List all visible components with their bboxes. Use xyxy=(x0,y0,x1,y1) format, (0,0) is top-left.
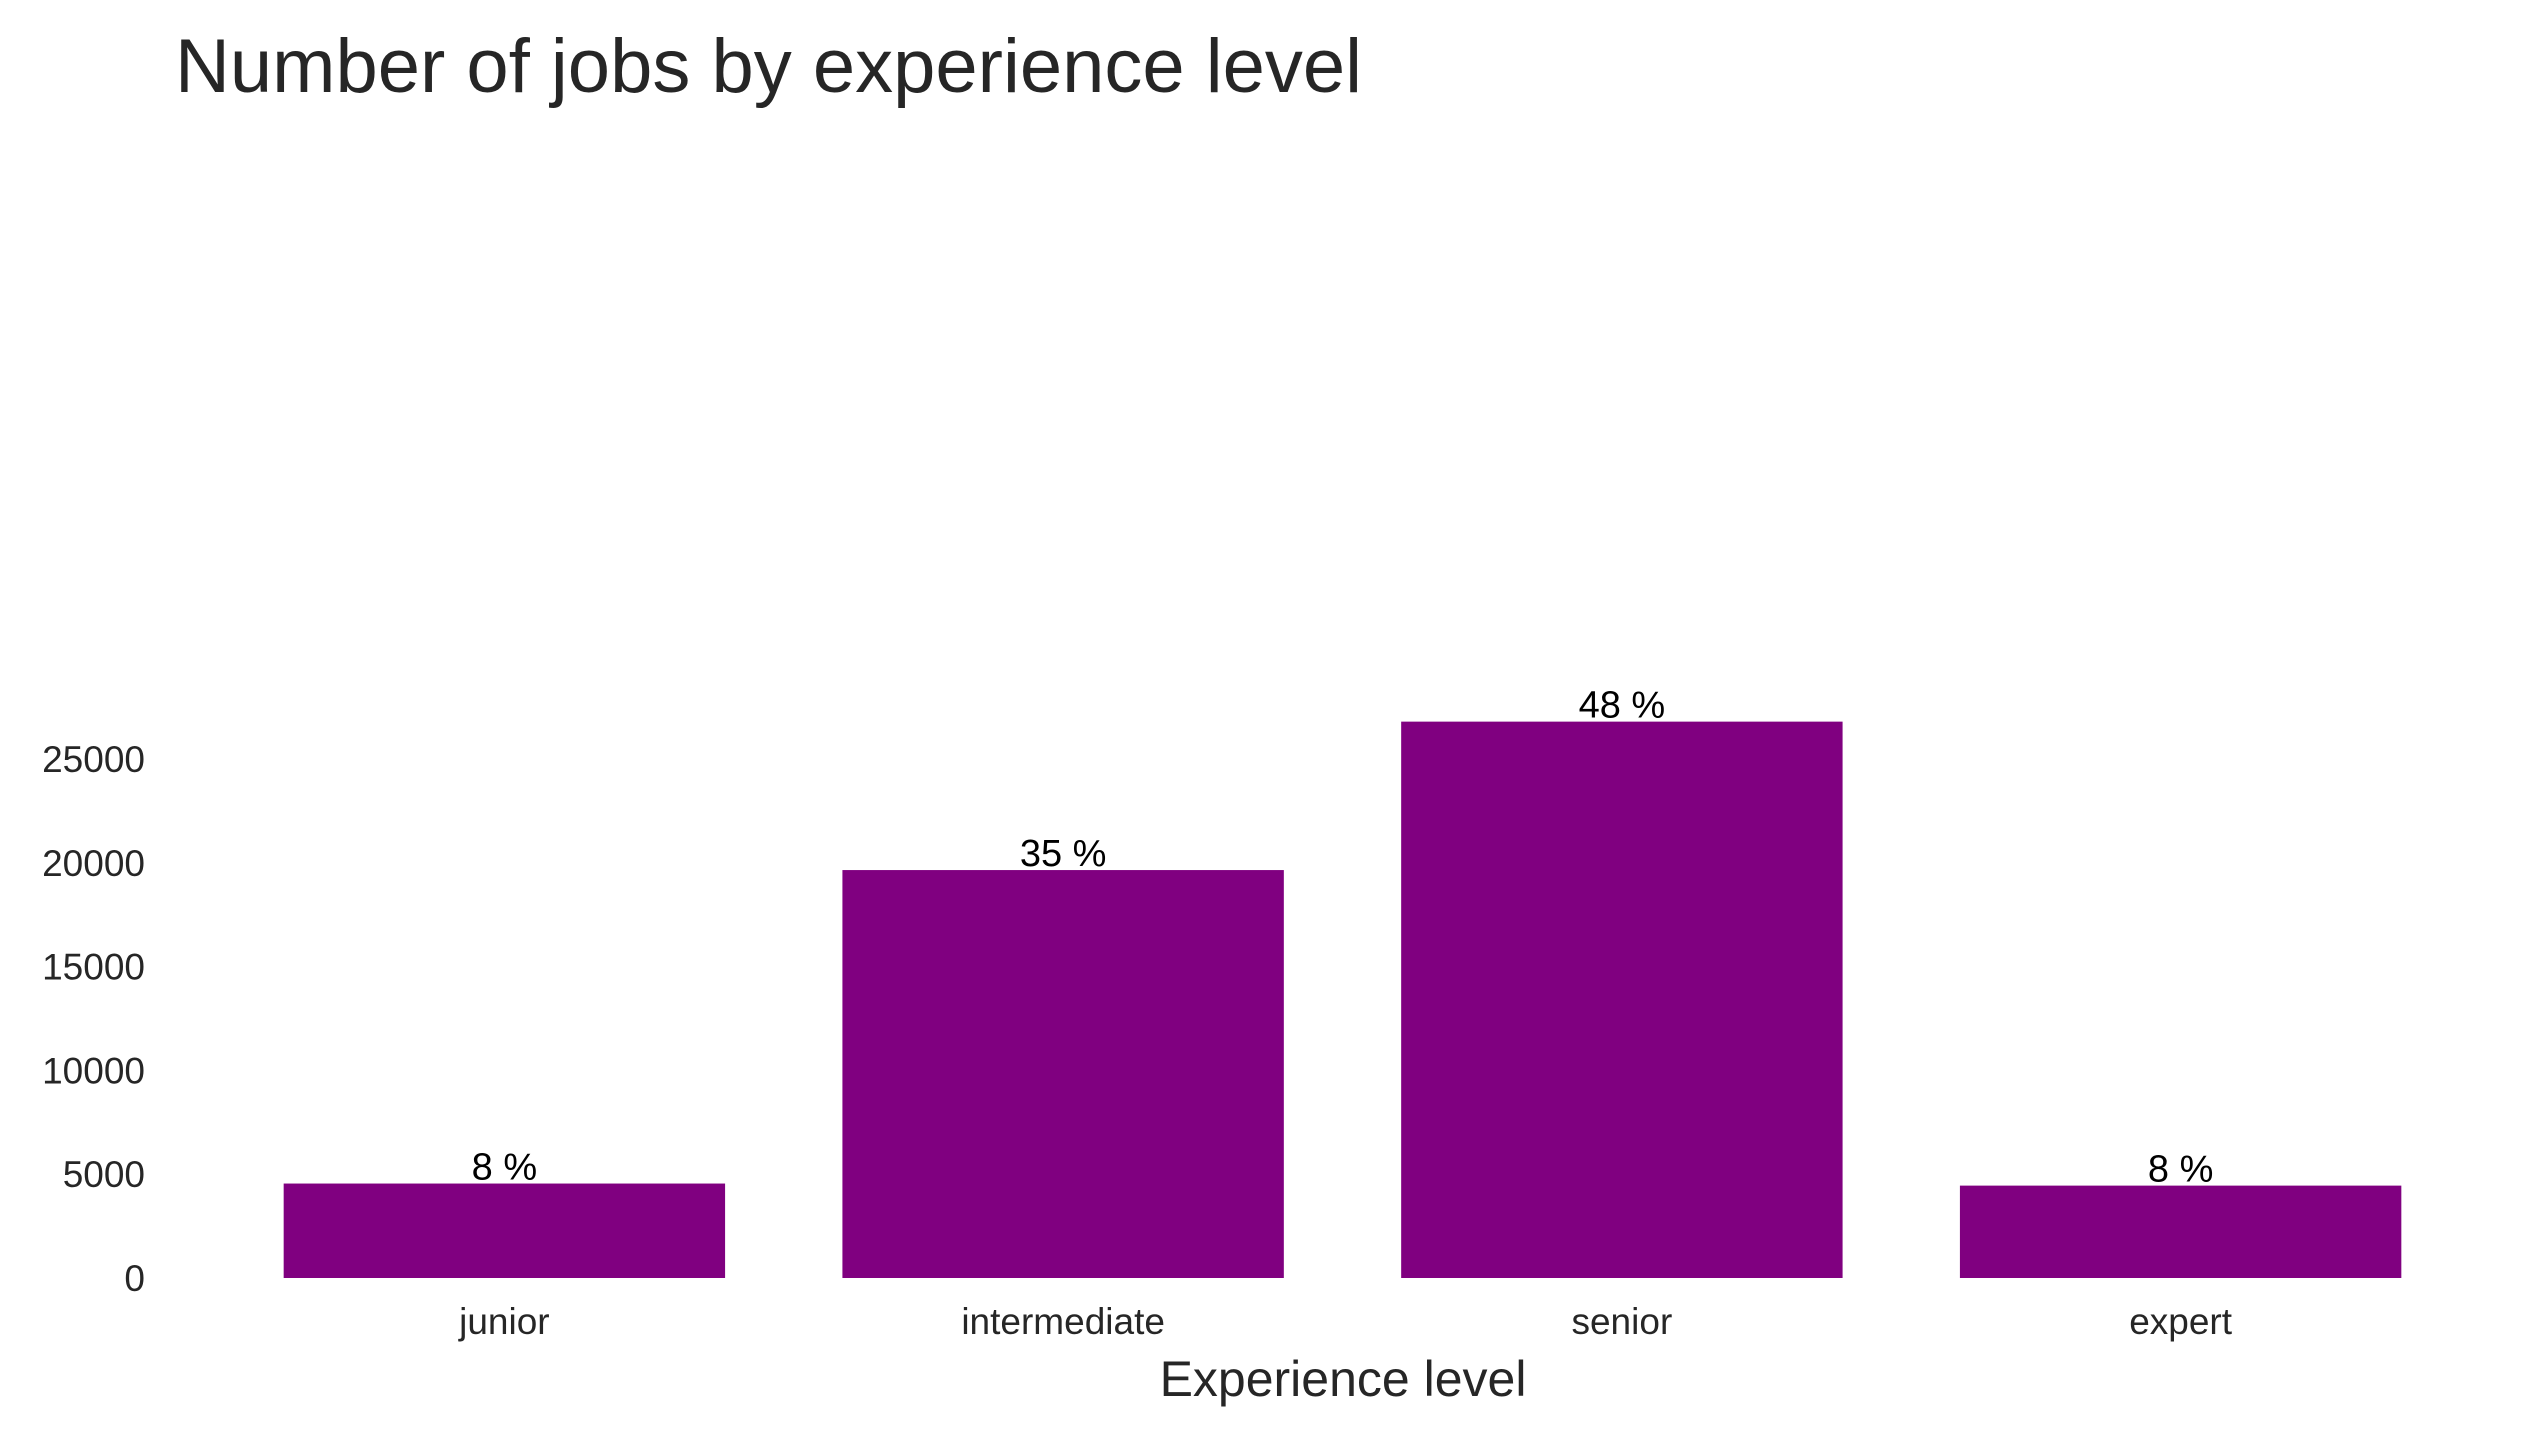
y-tick-label: 15000 xyxy=(42,947,145,988)
y-tick-label: 0 xyxy=(124,1258,145,1299)
bar xyxy=(842,870,1284,1278)
y-tick-label: 20000 xyxy=(42,843,145,884)
x-tick-label: expert xyxy=(2129,1301,2233,1342)
bar-labels-group: 8 % 35 % 48 % 8 % xyxy=(472,685,2214,1191)
bars-group xyxy=(283,721,2402,1278)
bar-data-label: 35 % xyxy=(1020,833,1107,875)
x-tick-label: junior xyxy=(458,1301,550,1342)
y-axis: 0 5000 10000 15000 20000 25000 xyxy=(42,739,145,1299)
y-tick-label: 5000 xyxy=(63,1154,145,1195)
chart-title: Number of jobs by experience level xyxy=(175,24,1362,109)
y-tick-label: 25000 xyxy=(42,739,145,780)
bar-data-label: 8 % xyxy=(2148,1149,2213,1191)
bar-data-label: 48 % xyxy=(1579,685,1666,727)
x-axis-label: Experience level xyxy=(1160,1351,1527,1407)
x-tick-label: intermediate xyxy=(961,1301,1165,1342)
bar xyxy=(1401,721,1843,1278)
bar xyxy=(283,1183,726,1278)
y-tick-label: 10000 xyxy=(42,1050,145,1091)
x-axis: junior intermediate senior expert xyxy=(458,1301,2233,1342)
x-tick-label: senior xyxy=(1571,1301,1672,1342)
bar-data-label: 8 % xyxy=(472,1147,537,1189)
bar xyxy=(1959,1185,2402,1278)
